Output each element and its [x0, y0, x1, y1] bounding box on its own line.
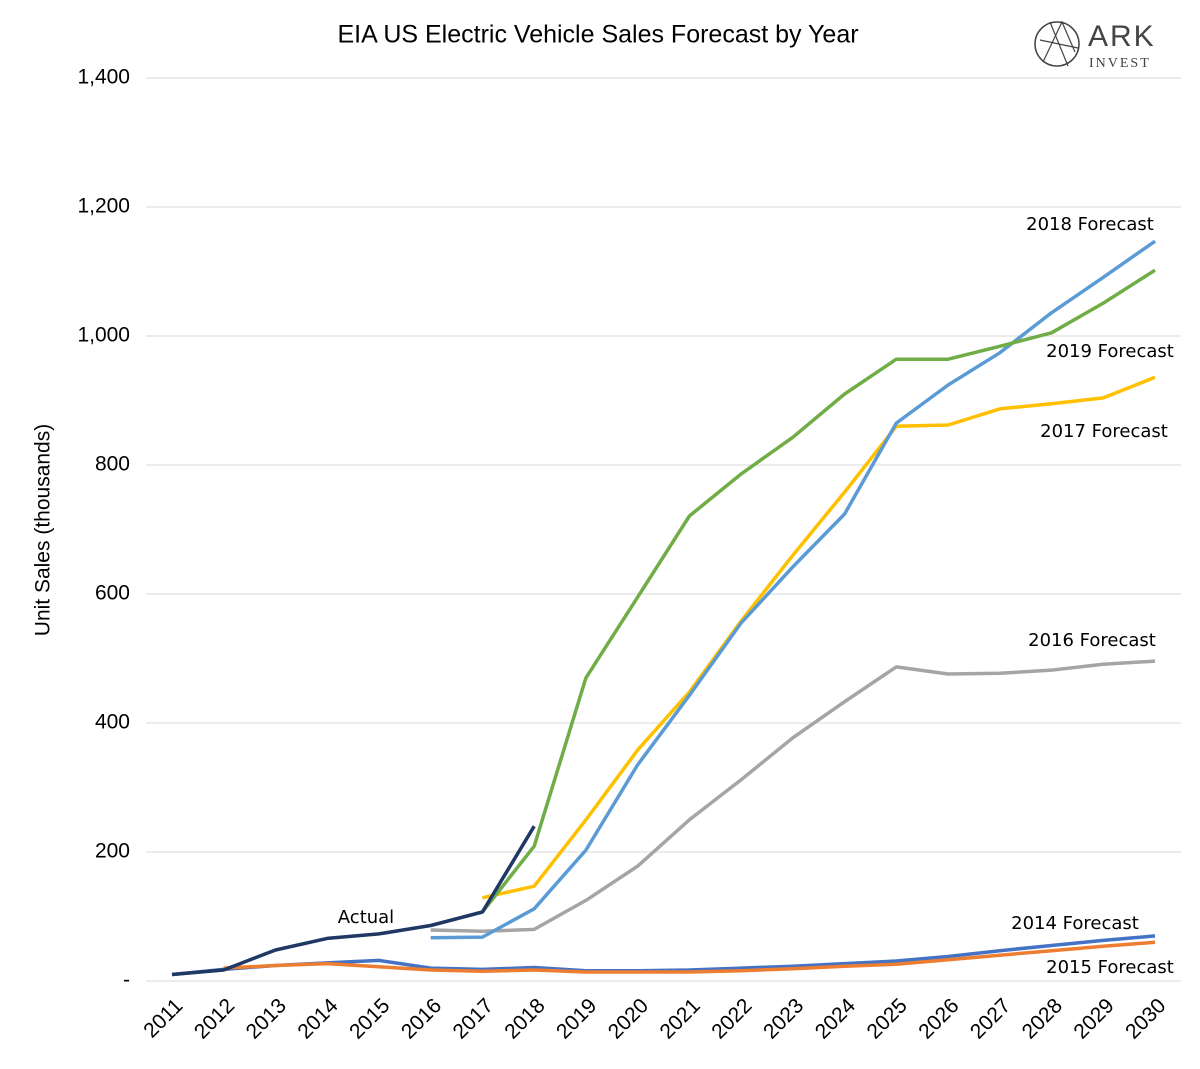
series-label: 2015 Forecast [1046, 957, 1174, 978]
y-tick-label: 1,200 [77, 195, 130, 218]
x-tick-label: 2027 [966, 994, 1015, 1043]
x-tick-label: 2022 [707, 994, 756, 1043]
chart-title: EIA US Electric Vehicle Sales Forecast b… [337, 21, 858, 49]
y-tick-label: 800 [95, 453, 130, 476]
logo-mark [1034, 21, 1080, 67]
x-tick-label: 2014 [293, 994, 343, 1044]
logo: ARK INVEST [1034, 20, 1156, 71]
x-tick-label: 2011 [139, 994, 187, 1042]
logo-mark [1039, 20, 1079, 67]
x-tick-label: 2019 [552, 994, 601, 1043]
x-tick-label: 2012 [190, 994, 239, 1043]
series-label: 2019 Forecast [1046, 341, 1174, 362]
y-tick-label: 600 [95, 582, 130, 605]
series-line [171, 825, 536, 977]
series-label: Actual [338, 907, 394, 928]
logo-tagline: INVEST [1089, 56, 1151, 71]
x-tick-label: 2029 [1069, 994, 1118, 1043]
series-line [430, 659, 1156, 934]
series-label: 2017 Forecast [1040, 421, 1168, 442]
series-line [430, 239, 1157, 940]
x-tick-label: 2015 [345, 994, 394, 1043]
y-tick-label: 1,400 [77, 66, 130, 89]
series-label: 2016 Forecast [1028, 630, 1156, 651]
x-tick-label: 2021 [656, 994, 705, 1043]
series-line [481, 268, 1156, 914]
x-tick-label: 2028 [1018, 994, 1067, 1043]
x-tick-label: 2020 [604, 994, 653, 1043]
series-line [223, 940, 1156, 974]
series-label: 2018 Forecast [1026, 214, 1154, 235]
x-tick-label: 2013 [242, 994, 291, 1043]
x-tick-label: 2024 [811, 994, 861, 1044]
y-tick-label: 1,000 [77, 324, 130, 347]
x-tick-label: 2025 [862, 994, 911, 1043]
y-tick-label: - [123, 969, 130, 992]
x-tick-label: 2030 [1121, 994, 1170, 1043]
x-tick-label: 2026 [914, 994, 963, 1043]
x-tick-label: 2023 [759, 994, 808, 1043]
y-axis-label: Unit Sales (thousands) [32, 424, 55, 636]
y-tick-label: 400 [95, 711, 130, 734]
x-tick-label: 2018 [500, 994, 549, 1043]
series-line [482, 375, 1156, 900]
x-tick-label: 2016 [397, 994, 446, 1043]
series-label: 2014 Forecast [1011, 913, 1139, 934]
y-tick-label: 200 [95, 840, 130, 863]
x-tick-label: 2017 [449, 994, 498, 1043]
logo-name: ARK [1088, 20, 1156, 53]
